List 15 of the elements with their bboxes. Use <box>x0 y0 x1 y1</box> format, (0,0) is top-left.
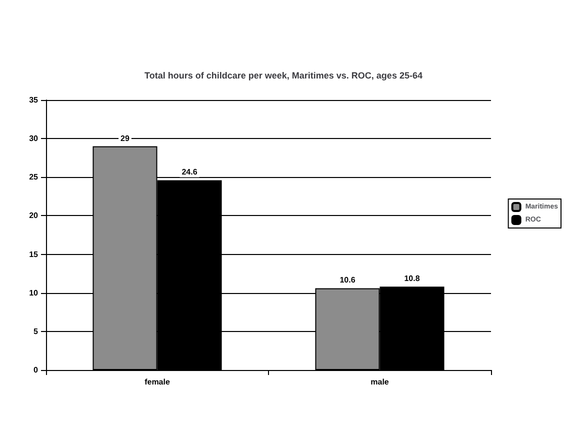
data-label: 24.6 <box>182 168 198 177</box>
y-tick-label: 15 <box>29 250 39 259</box>
y-tick-label: 0 <box>34 366 39 374</box>
data-label: 10.6 <box>340 276 356 285</box>
y-tick-label: 35 <box>29 96 39 104</box>
y-tick-label: 30 <box>29 134 39 144</box>
y-tick-label: 10 <box>29 288 39 298</box>
y-tick-label: 20 <box>29 211 39 220</box>
y-tick-label: 5 <box>34 326 39 336</box>
x-tick-label: male <box>370 378 390 386</box>
data-label: 10.8 <box>404 274 420 284</box>
x-tick-label: female <box>144 378 170 386</box>
data-label: 29 <box>120 134 130 143</box>
chart-title: Total hours of childcare per week, Maritimes vs. ROC, ages 25-64 <box>144 70 422 80</box>
y-tick-label: 25 <box>29 172 39 182</box>
